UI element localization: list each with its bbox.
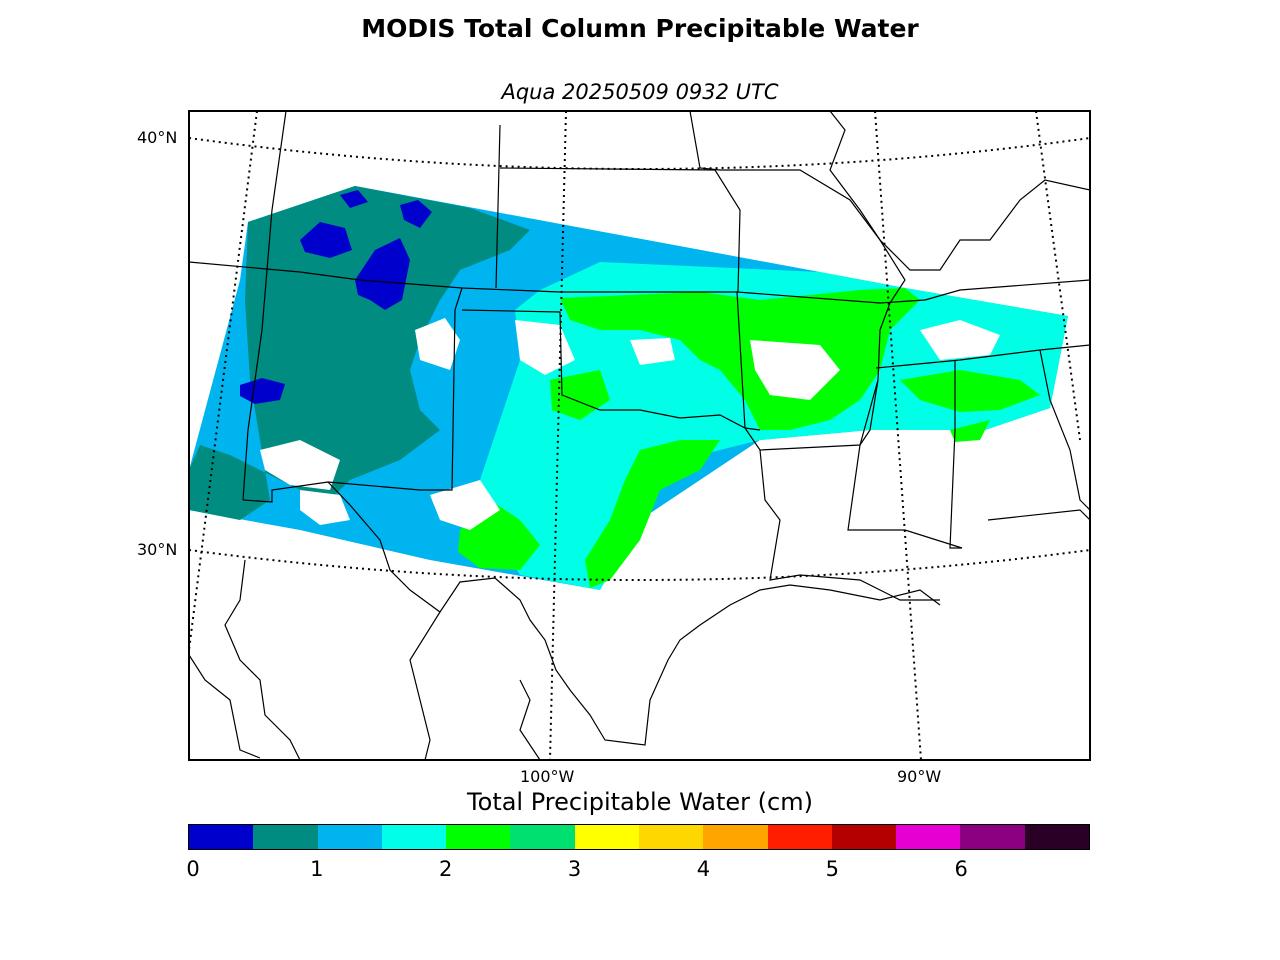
tpw-region-darkblue-4 [400,200,432,228]
parallel-40n [189,137,1090,170]
missing-data-2 [260,440,340,490]
colorbar-title: Total Precipitable Water (cm) [467,788,813,816]
colorbar-tick-label: 0 [186,857,200,881]
tpw-region-green-1 [560,288,920,430]
missing-data-7 [920,320,1000,360]
lat-label-40n: 40°N [137,128,178,147]
colorbar-segment-11 [896,825,961,849]
colorbar-segment-7 [638,825,704,849]
lat-label-30n: 30°N [137,540,178,559]
colorbar-segment-4 [446,825,511,849]
colorbar-tick-label: 3 [567,857,582,881]
colorbar-segment-12 [960,825,1025,849]
meridian-east [1035,111,1081,441]
lon-label-100w: 100°W [520,767,575,786]
coastline [189,481,941,760]
meridian-west [189,111,258,651]
meridian-100w [549,111,567,760]
map-title: MODIS Total Column Precipitable Water [361,14,919,43]
missing-data-5 [630,338,675,365]
state-boundaries [189,111,1090,601]
colorbar-segment-5 [510,825,575,849]
missing-data-6 [750,340,840,400]
colorbar-segment-6 [574,825,639,849]
colorbar-tick-label: 6 [954,857,968,881]
colorbar-segment-13 [1024,825,1089,849]
colorbar-tick-label: 1 [310,857,324,881]
parallel-30n [189,549,1090,581]
tpw-region-darkblue-3 [340,190,368,208]
colorbar-segment-10 [831,825,897,849]
colorbar [188,824,1090,850]
tpw-region-darkblue-5 [240,378,285,404]
missing-data-3 [430,480,500,530]
tpw-region-green-4 [900,370,1040,412]
tpw-region-green-5 [950,420,990,442]
colorbar-tick-label: 4 [696,857,711,881]
graticule [189,111,1090,760]
lon-label-90w: 90°W [897,767,942,786]
meridian-90w [874,111,922,760]
colorbar-segment-9 [767,825,832,849]
tpw-region-green-2 [585,440,720,588]
colorbar-segment-8 [703,825,768,849]
map-frame [188,110,1091,761]
missing-data-1 [415,318,460,370]
missing-data-8 [300,490,350,525]
tpw-region-darkblue-2 [355,238,410,310]
colorbar-segment-2 [317,825,382,849]
colorbar-tick-label: 2 [439,857,453,881]
tpw-region-darkblue-1 [300,222,352,258]
colorbar-tick-label: 5 [825,857,839,881]
map-subtitle: Aqua 20250509 0932 UTC [501,80,779,104]
colorbar-segment-1 [253,825,318,849]
colorbar-segment-0 [189,825,254,849]
colorbar-segment-3 [381,825,447,849]
